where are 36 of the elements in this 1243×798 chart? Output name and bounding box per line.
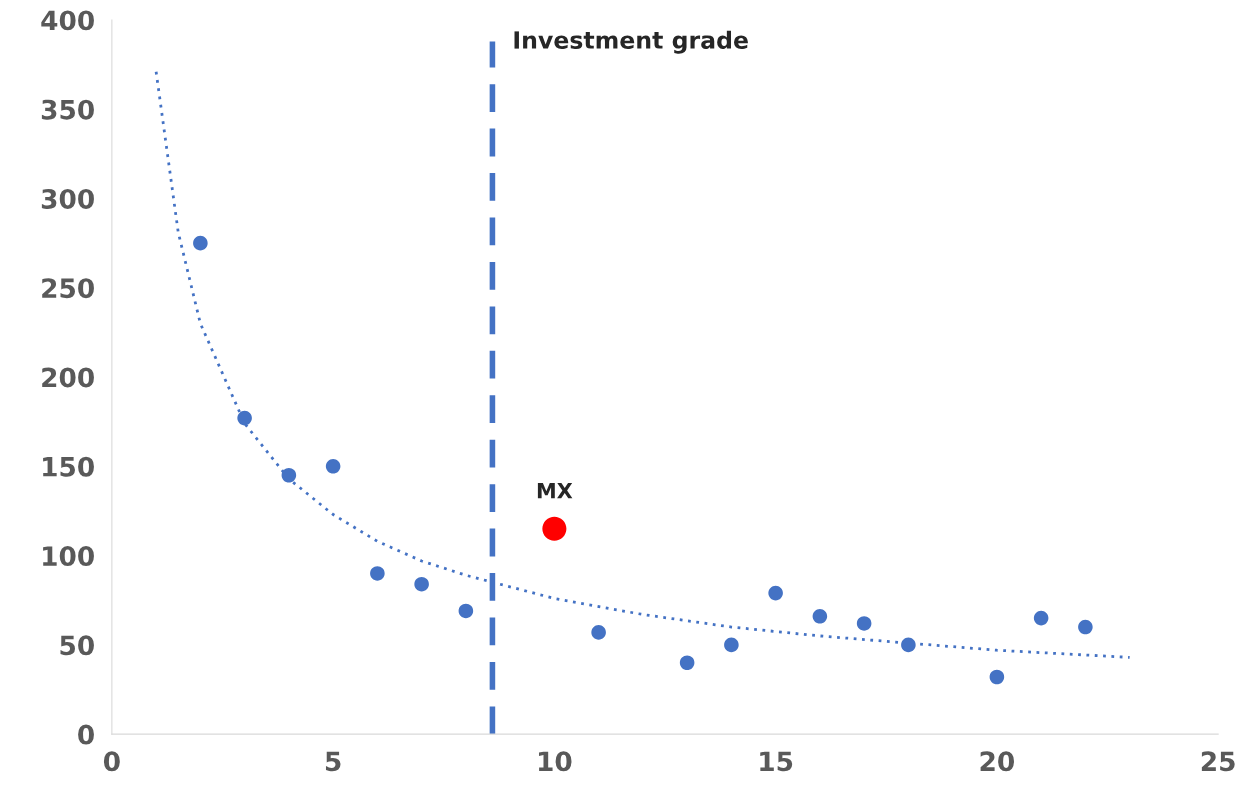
y-tick-label: 300 (41, 188, 94, 209)
point (591, 625, 606, 640)
y-tick-label: 50 (60, 635, 94, 656)
x-tick-label: 20 (980, 751, 1014, 772)
point (768, 585, 783, 601)
y-tick-label: 0 (78, 724, 94, 745)
ref-line-label: Investment grade (514, 30, 748, 54)
point (679, 655, 695, 671)
y-tick-label: 150 (43, 456, 94, 477)
annotation: MX (537, 483, 573, 499)
point (414, 576, 429, 592)
point (542, 516, 567, 541)
point (370, 566, 385, 581)
x-tick-label: 15 (760, 751, 793, 772)
y-tick-label: 400 (41, 10, 94, 31)
point (458, 603, 474, 619)
point (1078, 619, 1093, 635)
point (812, 609, 828, 624)
y-tick-label: 200 (42, 367, 94, 388)
x-tick-label: 25 (1201, 751, 1235, 772)
x-tick-label: 10 (538, 751, 572, 772)
y-tick-label: 100 (43, 546, 94, 567)
point (901, 637, 916, 653)
point (237, 410, 252, 426)
y-tick-label: 350 (41, 99, 94, 120)
point (724, 637, 739, 653)
point (281, 467, 297, 483)
point (1033, 610, 1049, 626)
point (989, 669, 1005, 685)
point (193, 235, 208, 251)
line-series (154, 70, 1132, 659)
x-tick-label: 0 (103, 751, 120, 772)
point (856, 616, 872, 631)
y-tick-label: 250 (42, 278, 94, 299)
point (325, 459, 341, 474)
x-tick-label: 5 (325, 751, 341, 772)
